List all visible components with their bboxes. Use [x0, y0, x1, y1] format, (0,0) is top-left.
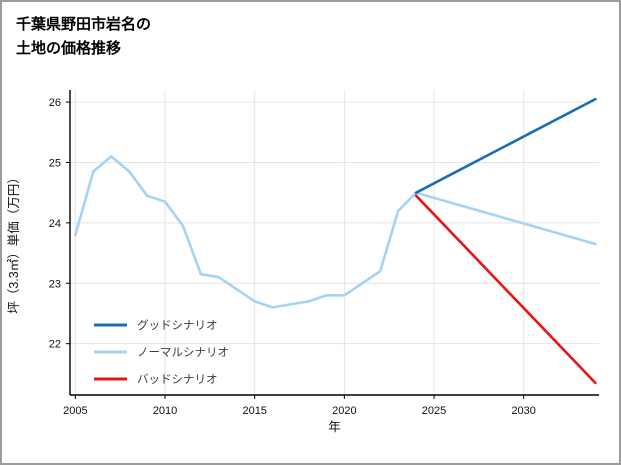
y-tick-label: 25 — [49, 157, 61, 169]
y-tick-label: 24 — [49, 218, 61, 230]
y-tick-label: 23 — [49, 278, 61, 290]
land-price-trend-chart: 2005 2010 2015 2020 2025 2030 22 23 24 25 26 年 坪（3.3… — [7, 90, 599, 434]
chart-title-line2: 土地の価格推移 — [16, 40, 122, 57]
legend-label-bad: バッドシナリオ — [137, 373, 218, 386]
series-line-good — [414, 97, 597, 194]
x-tick-label: 2005 — [63, 405, 87, 417]
x-tick-label: 2020 — [332, 405, 356, 417]
chart-title-line1: 千葉県野田市岩名の — [16, 16, 152, 33]
series-line-normal — [74, 155, 597, 309]
x-tick-label: 2030 — [511, 405, 535, 417]
y-tick-label: 22 — [49, 339, 61, 351]
y-tick-label: 26 — [49, 97, 61, 109]
legend-label-good: グッドシナリオ — [137, 318, 218, 332]
series-line-bad — [414, 194, 597, 385]
y-axis-label: 坪（3.3㎡）単価（万円） — [7, 171, 21, 313]
chart-title: 千葉県野田市岩名の 土地の価格推移 — [2, 2, 619, 82]
x-tick-label: 2015 — [242, 405, 266, 417]
legend-label-normal: ノーマルシナリオ — [137, 346, 229, 359]
x-tick-label: 2025 — [422, 405, 446, 417]
x-axis-label: 年 — [328, 420, 341, 434]
x-tick-label: 2010 — [153, 405, 177, 417]
